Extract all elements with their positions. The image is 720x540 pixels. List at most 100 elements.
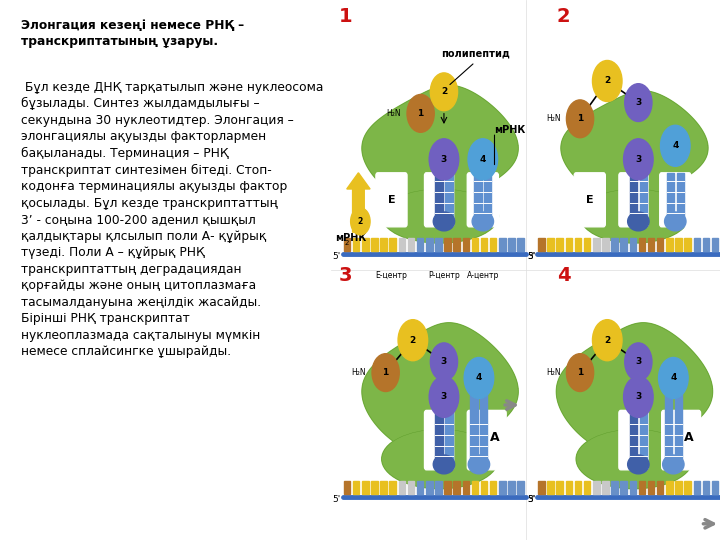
FancyBboxPatch shape [425, 410, 454, 470]
Circle shape [431, 343, 458, 381]
Bar [508, 481, 515, 494]
Bar [445, 173, 452, 221]
Bar [444, 481, 451, 494]
Text: 4: 4 [672, 141, 678, 150]
Ellipse shape [472, 212, 493, 231]
Bar [566, 238, 572, 251]
Bar [712, 481, 719, 494]
Text: 2: 2 [604, 336, 611, 345]
Text: 2: 2 [441, 87, 447, 96]
Bar [557, 238, 563, 251]
Bar [390, 238, 396, 251]
Text: 3': 3' [528, 252, 536, 261]
Bar [499, 481, 505, 494]
Bar [557, 481, 563, 494]
Circle shape [407, 94, 434, 132]
Polygon shape [362, 85, 518, 206]
Bar [408, 481, 414, 494]
Bar [399, 481, 405, 494]
Bar [343, 238, 351, 251]
Text: А-центр: А-центр [467, 271, 499, 280]
Text: 3: 3 [635, 98, 642, 107]
Bar [584, 481, 590, 494]
Ellipse shape [382, 429, 498, 489]
Bar [490, 238, 497, 251]
Ellipse shape [628, 212, 649, 231]
Bar [703, 238, 709, 251]
Text: 3: 3 [441, 155, 447, 164]
Bar [445, 410, 452, 464]
Circle shape [351, 208, 370, 235]
Bar [693, 481, 700, 494]
Bar [657, 481, 664, 494]
Bar [675, 394, 682, 464]
Bar [417, 238, 423, 251]
Bar [436, 173, 443, 221]
Text: 1: 1 [577, 368, 583, 377]
Bar [435, 238, 441, 251]
Text: A: A [684, 431, 693, 444]
Bar [508, 238, 515, 251]
Text: 1: 1 [418, 109, 424, 118]
FancyBboxPatch shape [575, 173, 606, 227]
FancyBboxPatch shape [467, 410, 506, 470]
Bar [621, 238, 627, 251]
Bar [685, 238, 691, 251]
Bar [639, 410, 647, 464]
Text: полипептид: полипептид [441, 49, 510, 59]
Bar [417, 481, 423, 494]
Polygon shape [362, 323, 518, 455]
Bar [472, 238, 478, 251]
Bar [435, 481, 441, 494]
FancyBboxPatch shape [467, 173, 498, 227]
Bar [602, 481, 608, 494]
Bar [593, 238, 600, 251]
Ellipse shape [382, 189, 498, 243]
Text: 3': 3' [528, 495, 536, 504]
Bar [399, 238, 405, 251]
Bar [362, 481, 369, 494]
Circle shape [660, 125, 690, 166]
Bar [648, 238, 654, 251]
Bar [593, 481, 600, 494]
Bar [462, 481, 469, 494]
Ellipse shape [628, 455, 649, 474]
Text: H₂N: H₂N [351, 368, 366, 377]
Text: H₂N: H₂N [546, 368, 561, 377]
Bar [436, 410, 443, 464]
Text: 2: 2 [604, 77, 611, 85]
Text: 3: 3 [441, 393, 447, 401]
Bar [547, 238, 554, 251]
Bar [454, 481, 460, 494]
Ellipse shape [576, 429, 693, 489]
Bar [630, 173, 637, 221]
Text: Элонгация кезеңі немесе РНҚ –
транскриптатының ұзаруы.: Элонгация кезеңі немесе РНҚ – транскрипт… [21, 18, 244, 48]
Text: 2: 2 [358, 217, 363, 226]
Circle shape [625, 343, 652, 381]
Text: 2: 2 [557, 6, 570, 25]
Text: 5': 5' [527, 495, 535, 504]
FancyBboxPatch shape [619, 410, 648, 470]
Text: E: E [586, 195, 593, 205]
FancyBboxPatch shape [619, 173, 648, 227]
Text: 2: 2 [410, 336, 416, 345]
Bar [499, 238, 505, 251]
Circle shape [429, 139, 459, 180]
Bar [380, 238, 387, 251]
Bar [621, 481, 627, 494]
Bar [481, 238, 487, 251]
Bar [547, 481, 554, 494]
Text: мРНК: мРНК [495, 125, 526, 134]
Bar [584, 238, 590, 251]
Bar [474, 173, 482, 221]
Bar [639, 173, 647, 221]
Bar [538, 481, 545, 494]
FancyBboxPatch shape [660, 173, 691, 227]
Bar [353, 238, 359, 251]
Bar [353, 481, 359, 494]
Bar [648, 481, 654, 494]
Bar [484, 173, 491, 221]
Text: Бұл кезде ДНҚ тарқатылып және нуклеосома
бұзылады. Синтез жылдамдылығы –
секунды: Бұл кезде ДНҚ тарқатылып және нуклеосома… [21, 81, 323, 358]
Circle shape [624, 376, 653, 417]
Bar [667, 173, 674, 221]
